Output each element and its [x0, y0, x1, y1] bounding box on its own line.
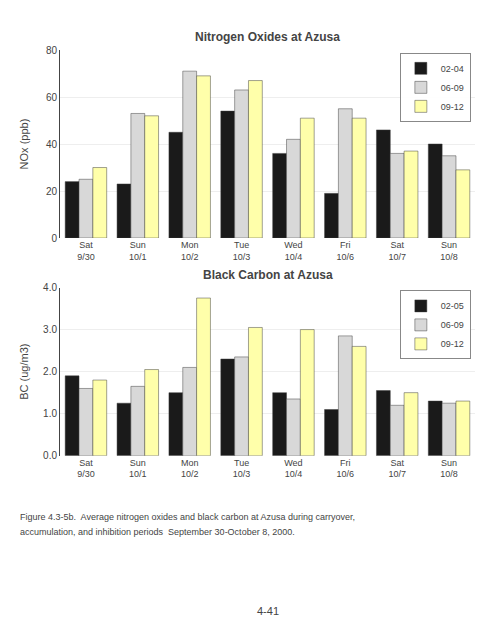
svg-text:4-41: 4-41: [257, 605, 279, 617]
svg-text:Figure 4.3-5b. Average nitrog: Figure 4.3-5b. Average nitrogen oxides a…: [20, 512, 355, 522]
svg-text:80: 80: [46, 45, 58, 56]
svg-text:0: 0: [51, 233, 57, 244]
svg-text:60: 60: [46, 92, 58, 103]
svg-text:02-04: 02-04: [441, 64, 464, 74]
svg-text:Wed10/4: Wed10/4: [284, 458, 302, 480]
svg-text:Sun10/8: Sun10/8: [440, 240, 458, 262]
svg-text:Sat9/30: Sat9/30: [77, 458, 95, 480]
svg-text:40: 40: [46, 139, 58, 150]
svg-text:1.0: 1.0: [43, 408, 57, 419]
svg-text:Sun10/1: Sun10/1: [129, 458, 147, 480]
svg-text:Mon10/2: Mon10/2: [181, 458, 199, 480]
svg-text:Wed10/4: Wed10/4: [284, 240, 302, 262]
svg-text:06-09: 06-09: [441, 83, 464, 93]
svg-text:Sat10/7: Sat10/7: [388, 240, 406, 262]
svg-text:20: 20: [46, 186, 58, 197]
svg-text:2.0: 2.0: [43, 366, 57, 377]
svg-text:Tue10/3: Tue10/3: [233, 458, 251, 480]
svg-text:BC (ug/m3): BC (ug/m3): [18, 344, 30, 400]
svg-text:Sun10/8: Sun10/8: [440, 458, 458, 480]
svg-text:Fri10/6: Fri10/6: [337, 240, 355, 262]
svg-text:0.0: 0.0: [43, 450, 57, 461]
svg-text:Sat10/7: Sat10/7: [388, 458, 406, 480]
svg-text:Sat9/30: Sat9/30: [77, 240, 95, 262]
svg-text:06-09: 06-09: [441, 320, 464, 330]
svg-text:09-12: 09-12: [441, 339, 464, 349]
svg-text:Sun10/1: Sun10/1: [129, 240, 147, 262]
svg-text:3.0: 3.0: [43, 324, 57, 335]
svg-text:Mon10/2: Mon10/2: [181, 240, 199, 262]
svg-text:Fri10/6: Fri10/6: [337, 458, 355, 480]
svg-text:accumulation, and inhibition p: accumulation, and inhibition periods Sep…: [20, 527, 295, 537]
svg-text:Black Carbon at Azusa: Black Carbon at Azusa: [203, 268, 333, 282]
svg-text:4.0: 4.0: [43, 282, 57, 293]
svg-text:09-12: 09-12: [441, 102, 464, 112]
svg-text:Tue10/3: Tue10/3: [233, 240, 251, 262]
svg-text:NOx (ppb): NOx (ppb): [18, 119, 30, 170]
svg-text:Nitrogen Oxides at Azusa: Nitrogen Oxides at Azusa: [195, 30, 340, 44]
svg-text:02-05: 02-05: [441, 301, 464, 311]
